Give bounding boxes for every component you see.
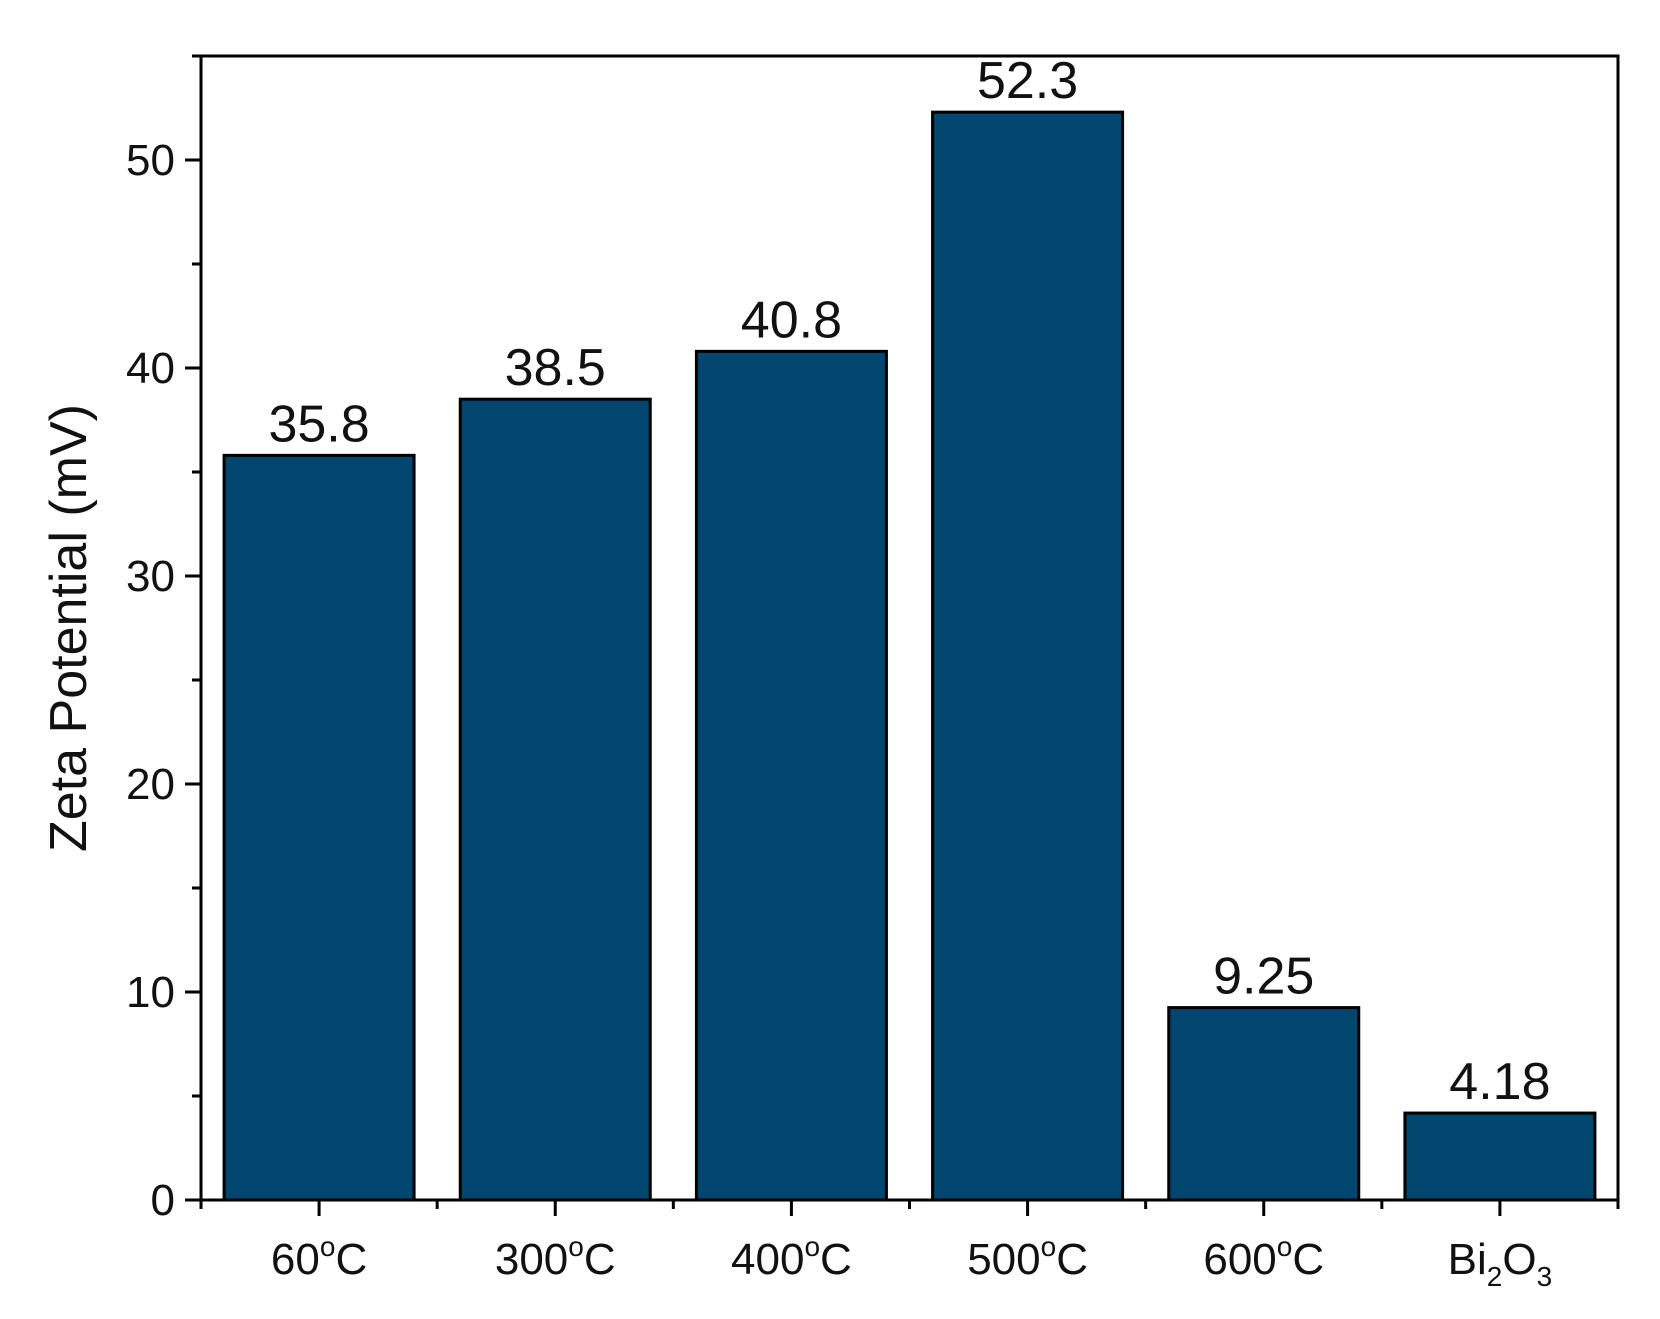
data-labels-layer: 35.8 38.5 40.8 52.3 9.25 4.18 [268,52,1550,1111]
y-axis-ticks: 0 10 20 30 40 50 [126,54,201,1225]
data-label-4: 52.3 [977,52,1078,110]
data-label-1: 35.8 [268,395,369,453]
y-tick-label-50: 50 [126,136,175,185]
x-tick-label-4: 500oC [967,1231,1088,1284]
y-axis-title: Zeta Potential (mV) [40,404,98,852]
data-label-3: 40.8 [741,291,842,349]
x-axis-ticks: 60oC 300oC 400oC 500oC 600oC Bi2O3 [199,1200,1620,1292]
bar-5 [1167,1006,1361,1202]
y-tick-label-20: 20 [126,760,175,809]
x-tick-label-5: 600oC [1203,1231,1324,1284]
bar-1 [222,453,416,1202]
y-tick-label-40: 40 [126,344,175,393]
x-tick-label-3: 400oC [731,1231,852,1284]
data-label-2: 38.5 [505,339,606,397]
y-tick-label-30: 30 [126,552,175,601]
bar-2 [458,397,652,1202]
x-tick-label-6: Bi2O3 [1448,1235,1553,1292]
y-tick-label-0: 0 [151,1176,175,1225]
data-label-6: 4.18 [1449,1053,1550,1111]
x-tick-label-1: 60oC [271,1231,367,1284]
bar-6 [1403,1111,1597,1202]
data-label-5: 9.25 [1213,948,1314,1006]
bar-3 [694,349,888,1202]
x-tick-label-2: 300oC [495,1231,616,1284]
y-tick-label-10: 10 [126,968,175,1017]
bar-4 [931,110,1125,1202]
bars-layer [222,110,1597,1202]
